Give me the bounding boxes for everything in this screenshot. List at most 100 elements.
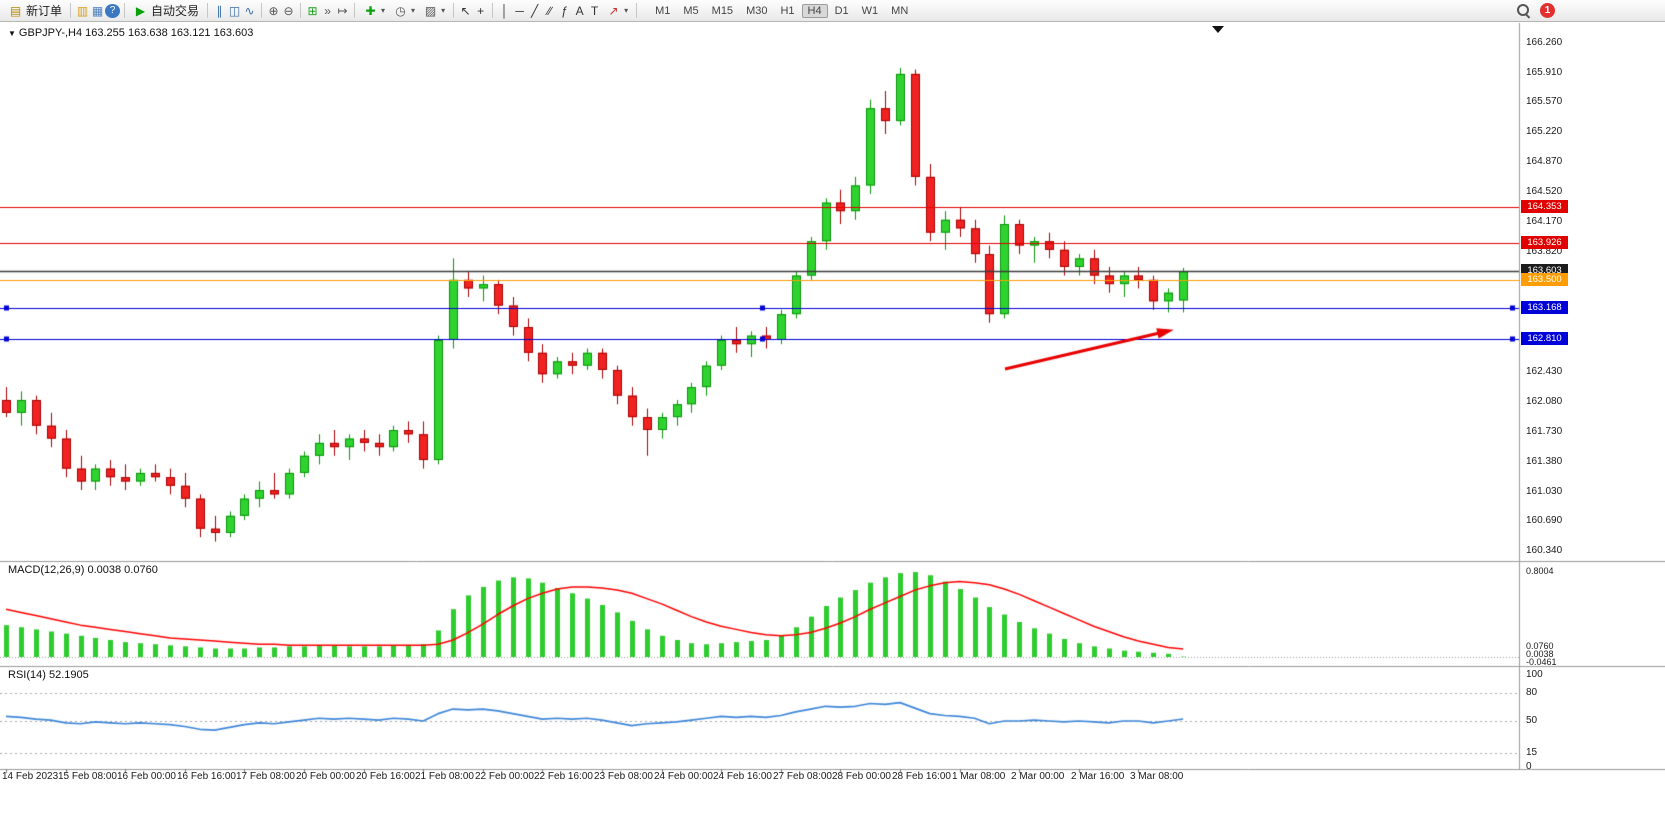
periods-button[interactable]: ◷ ▾ (389, 2, 419, 20)
zoom-in-icon[interactable]: ⊕ (268, 3, 279, 18)
price-tick: 160.690 (1526, 515, 1563, 526)
notification-badge[interactable]: 1 (1540, 3, 1555, 18)
time-tick: 20 Feb 00:00 (296, 771, 355, 782)
arrows-icon: ↗ (608, 3, 619, 18)
price-tick: 161.030 (1526, 486, 1563, 497)
price-level-badge: 163.500 (1521, 273, 1568, 286)
toolbar-separator (492, 3, 494, 18)
symbol-quote-label: GBPJPY-,H4 163.255 163.638 163.121 163.6… (18, 27, 254, 39)
time-tick: 22 Feb 00:00 (475, 771, 534, 782)
autotrading-icon: ▶ (135, 3, 146, 18)
toolbar-separator (124, 3, 126, 18)
zoom-out-icon[interactable]: ⊖ (283, 3, 294, 18)
price-tick: 164.870 (1526, 156, 1563, 167)
price-tick: 165.220 (1526, 126, 1563, 137)
toolbar: ▤ 新订单 ▥ ▦ ? ▶ 自动交易 ∥ ◫ ∿ ⊕ ⊖ ⊞ » ↦ ✚ ▾ ◷… (0, 0, 1665, 22)
bar-chart-icon[interactable]: ∥ (216, 3, 223, 18)
time-tick: 24 Feb 16:00 (713, 771, 772, 782)
price-level-badge: 164.353 (1521, 200, 1568, 213)
time-tick: 15 Feb 08:00 (58, 771, 117, 782)
dropdown-caret-icon: ▾ (441, 6, 446, 15)
price-tick: 162.080 (1526, 396, 1563, 407)
chart-shift-marker-icon[interactable] (1212, 26, 1224, 33)
timeframe-m5[interactable]: M5 (683, 4, 699, 17)
templates-button[interactable]: ▨ ▾ (419, 2, 449, 20)
time-tick: 3 Mar 08:00 (1130, 771, 1184, 782)
time-tick: 21 Feb 08:00 (415, 771, 474, 782)
macd-axis-value: 0.0760 (1526, 641, 1554, 651)
search-icon[interactable] (1516, 3, 1531, 18)
autotrading-button[interactable]: ▶ 自动交易 (129, 1, 203, 20)
fibonacci-icon[interactable]: ƒ (561, 3, 568, 18)
toolbar-separator (300, 3, 302, 18)
autotrading-label: 自动交易 (151, 4, 200, 18)
timeframe-w1[interactable]: W1 (861, 4, 879, 17)
timeframe-m1[interactable]: M1 (655, 4, 671, 17)
new-order-label: 新订单 (26, 4, 63, 18)
chart-shift-icon[interactable]: ↦ (337, 3, 348, 18)
time-tick: 22 Feb 16:00 (534, 771, 593, 782)
timeframe-m30[interactable]: M30 (746, 4, 768, 17)
time-tick: 27 Feb 08:00 (773, 771, 832, 782)
new-order-button[interactable]: ▤ 新订单 (4, 1, 66, 20)
indicators-button[interactable]: ✚ ▾ (359, 2, 389, 20)
toolbar-separator (636, 3, 638, 18)
help-icon[interactable]: ? (105, 3, 121, 18)
time-tick: 2 Mar 16:00 (1071, 771, 1125, 782)
rsi-tick: 100 (1526, 669, 1543, 680)
tile-windows-icon[interactable]: ⊞ (307, 3, 318, 18)
profiles-icon[interactable]: ▥ (76, 3, 89, 18)
vertical-line-icon[interactable]: │ (500, 3, 509, 18)
rsi-tick: 0 (1526, 761, 1532, 772)
price-tick: 162.430 (1526, 366, 1563, 377)
timeframe-d1[interactable]: D1 (834, 4, 849, 17)
price-tick: 163.820 (1526, 246, 1563, 257)
time-tick: 20 Feb 16:00 (356, 771, 415, 782)
price-tick: 166.260 (1526, 37, 1563, 48)
symbol-dropdown-icon[interactable]: ▼ (8, 29, 16, 38)
time-tick: 16 Feb 00:00 (117, 771, 176, 782)
timeframe-mn[interactable]: MN (891, 4, 909, 17)
time-tick: 24 Feb 00:00 (654, 771, 713, 782)
timeframe-m15[interactable]: M15 (711, 4, 734, 17)
price-tick: 161.730 (1526, 426, 1563, 437)
horizontal-line-icon[interactable]: ─ (515, 3, 524, 18)
new-order-icon: ▤ (9, 3, 22, 18)
timeframe-h1[interactable]: H1 (780, 4, 795, 17)
dropdown-caret-icon: ▾ (411, 6, 416, 15)
toolbar-separator (261, 3, 263, 18)
candlestick-icon[interactable]: ◫ (228, 3, 241, 18)
time-tick: 28 Feb 00:00 (832, 771, 891, 782)
price-level-badge: 163.168 (1521, 301, 1568, 314)
cursor-icon[interactable]: ↖ (460, 3, 471, 18)
time-tick: 16 Feb 16:00 (177, 771, 236, 782)
channel-icon[interactable]: ∕∕ (547, 3, 552, 18)
rsi-tick: 15 (1526, 747, 1538, 758)
trendline-icon[interactable]: ╱ (530, 3, 539, 18)
price-tick: 165.910 (1526, 67, 1563, 78)
macd-axis-value: -0.0461 (1526, 657, 1557, 667)
rsi-tick: 80 (1526, 687, 1538, 698)
auto-scroll-icon[interactable]: » (324, 3, 331, 18)
dropdown-caret-icon: ▾ (624, 6, 629, 15)
dropdown-caret-icon: ▾ (381, 6, 386, 15)
line-chart-icon[interactable]: ∿ (244, 3, 255, 18)
time-tick: 2 Mar 00:00 (1011, 771, 1065, 782)
text-icon[interactable]: A (575, 3, 584, 18)
crosshair-icon[interactable]: + (477, 3, 485, 18)
price-level-badge: 162.810 (1521, 332, 1568, 345)
timeframe-h4[interactable]: H4 (801, 3, 828, 18)
templates-icon: ▨ (424, 3, 437, 18)
data-window-icon[interactable]: ▦ (91, 3, 104, 18)
periods-icon: ◷ (395, 3, 406, 18)
toolbar-separator (207, 3, 209, 18)
indicators-icon: ✚ (365, 3, 376, 18)
price-tick: 165.570 (1526, 96, 1563, 107)
time-tick: 28 Feb 16:00 (892, 771, 951, 782)
toolbar-right-group: 1 (1516, 3, 1555, 18)
arrows-button[interactable]: ↗ ▾ (602, 2, 632, 20)
price-tick: 161.380 (1526, 456, 1563, 467)
price-tick: 160.340 (1526, 545, 1563, 556)
label-icon[interactable]: T (590, 3, 599, 18)
